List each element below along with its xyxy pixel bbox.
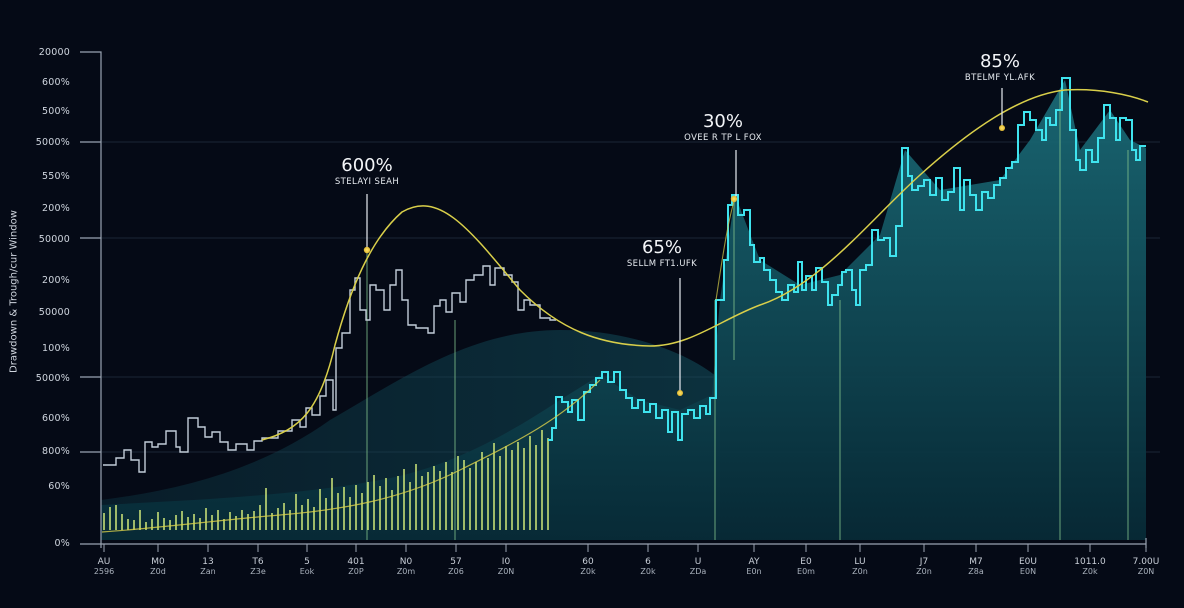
x-tick-label: T6 Z3e <box>250 557 266 576</box>
x-tick-label: AU 2596 <box>93 557 115 576</box>
y-tick-label: 5000% <box>35 373 70 384</box>
annotation-leaders <box>366 88 1003 392</box>
x-tick-label: AY E0n <box>746 557 762 576</box>
x-tick-label: 60 Z0k <box>580 557 596 576</box>
volume-bars <box>103 430 549 530</box>
x-tick-label: E0U E0N <box>1019 557 1037 576</box>
y-tick-label: 600% <box>42 413 70 424</box>
cyan-step-line <box>548 77 1146 441</box>
event-markers <box>366 90 1129 540</box>
trend-curve-rise <box>715 197 736 301</box>
trend-curve-left <box>101 379 601 533</box>
x-tick-label: I0 Z0N <box>497 557 515 576</box>
x-tick-label: M7 Z8a <box>968 557 984 576</box>
trend-curve <box>261 88 1149 441</box>
y-tick-label: 600% <box>42 77 70 88</box>
x-tick-label: N0 Z0m <box>396 557 416 576</box>
annotation-peak-3: 85% BTELMF YL.AFK <box>964 51 1036 84</box>
y-tick-label: 550% <box>42 171 70 182</box>
y-tick-label: 60% <box>48 481 70 492</box>
y-tick-label: 0% <box>54 538 70 549</box>
x-tick-label: U ZDa <box>689 557 707 576</box>
y-tick-label: 50000 <box>38 307 70 318</box>
x-tick-label: LU Z0n <box>852 557 868 576</box>
x-tick-label: J7 Z0n <box>916 557 932 576</box>
y-tick-label: 5000% <box>35 137 70 148</box>
x-tick-label: 7.00U Z0N <box>1132 557 1160 576</box>
x-tick-label: 57 Z06 <box>448 557 464 576</box>
annotation-dots <box>363 125 1005 396</box>
price-step-line <box>103 265 556 473</box>
annotation-peak-2: 30% OVEE R TP L FOX <box>684 111 762 144</box>
x-tick-label: 1011.0 Z0k <box>1074 557 1106 576</box>
y-tick-label: 200% <box>42 203 70 214</box>
y-tick-label: 100% <box>42 343 70 354</box>
x-ticks <box>103 544 1147 552</box>
x-tick-label: 6 Z0k <box>640 557 656 576</box>
annotation-trough: 65% SELLM FT1.UFK <box>626 237 698 270</box>
y-tick-label: 200% <box>42 275 70 286</box>
x-tick-label: E0 E0m <box>797 557 815 576</box>
x-tick-label: 401 Z0P <box>347 557 365 576</box>
y-tick-label: 20000 <box>38 47 70 58</box>
x-tick-label: 5 Eok <box>299 557 315 576</box>
x-tick-label: M0 Z0d <box>150 557 166 576</box>
main-area-fill <box>101 80 1146 540</box>
y-tick-label: 800% <box>42 446 70 457</box>
y-tick-label: 500% <box>42 106 70 117</box>
y-axis-title: Drawdown & Trough/cur Window <box>8 210 20 373</box>
annotation-peak-1: 600% STELAYI SEAH <box>334 155 400 188</box>
x-tick-label: 13 Zan <box>200 557 216 576</box>
y-tick-label: 50000 <box>38 234 70 245</box>
